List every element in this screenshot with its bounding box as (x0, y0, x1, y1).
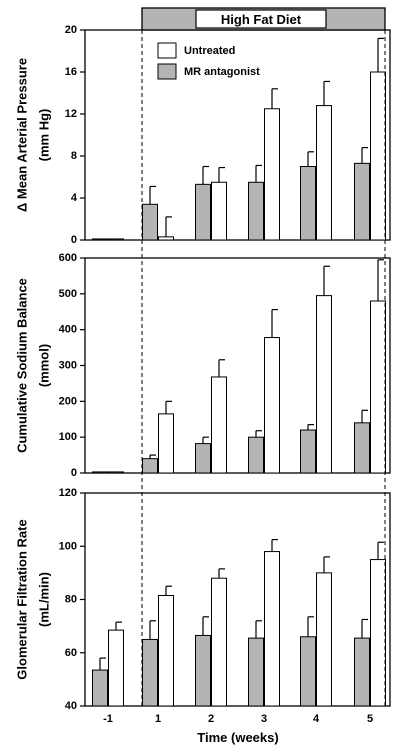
bar-mr-antagonist (248, 181, 264, 241)
y-axis-title: Δ Mean Arterial Pressure (15, 58, 30, 212)
bar-mr-antagonist (195, 183, 211, 241)
x-tick-label: 4 (313, 713, 320, 725)
y-tick-label: 500 (59, 288, 77, 300)
bar-mr-antagonist (195, 634, 211, 707)
x-axis-title: Time (weeks) (197, 730, 278, 745)
chart-panel-3: 40 60 80 100 120 Glomerular Filtration Rate (m… (15, 487, 391, 725)
bar-untreated (370, 71, 386, 241)
bar-mr-antagonist (354, 162, 370, 241)
chart-panel-1: 0 4 8 12 16 20 Δ Mean Arterial Pressure (mm Hg) (15, 24, 391, 246)
bar-untreated (211, 376, 227, 474)
x-tick-label: 3 (261, 713, 267, 725)
y-axis-title: (mmol) (37, 344, 52, 387)
x-tick-label: 1 (155, 713, 161, 725)
bar-mr-antagonist (92, 669, 108, 707)
bar-untreated (211, 577, 227, 707)
banner-label-box (195, 9, 327, 29)
bar-mr-antagonist (92, 471, 108, 474)
diet-period-dashed-lines (141, 30, 386, 706)
bar-untreated (108, 238, 124, 241)
bar-untreated (264, 337, 280, 474)
bar-untreated (158, 413, 174, 474)
y-tick-label: 60 (65, 647, 77, 659)
bar-untreated (316, 105, 332, 241)
x-tick-label: -1 (103, 713, 113, 725)
bar-untreated (316, 295, 332, 474)
y-tick-label: 40 (65, 700, 77, 712)
y-tick-label: 0 (71, 467, 77, 479)
y-tick-label: 300 (59, 360, 77, 372)
y-tick-label: 12 (65, 108, 77, 120)
bar-untreated (108, 629, 124, 707)
bar-untreated (264, 108, 280, 241)
y-tick-label: 120 (59, 487, 77, 499)
plot-frame (84, 492, 391, 707)
bar-mr-antagonist (142, 203, 158, 241)
bar-mr-antagonist (92, 238, 108, 241)
bar-mr-antagonist (300, 429, 316, 474)
legend-label-untreated: Untreated (184, 45, 235, 57)
y-axis-title: (mL/min) (37, 572, 52, 627)
bar-untreated (316, 572, 332, 707)
bar-untreated (211, 181, 227, 241)
bar-mr-antagonist (354, 637, 370, 707)
high-fat-diet-banner: High Fat Diet (141, 7, 386, 31)
y-tick-label: 200 (59, 395, 77, 407)
bar-untreated (108, 471, 124, 474)
y-tick-label: 8 (71, 150, 77, 162)
chart-legend: Untreated MR antagonist (157, 42, 260, 80)
y-tick-label: 4 (71, 192, 78, 204)
y-tick-label: 0 (71, 234, 77, 246)
bar-mr-antagonist (300, 636, 316, 707)
bar-untreated (370, 300, 386, 474)
bar-untreated (370, 559, 386, 707)
y-tick-label: 80 (65, 594, 77, 606)
bar-untreated (158, 595, 174, 707)
bar-mr-antagonist (248, 436, 264, 474)
bar-mr-antagonist (248, 637, 264, 707)
y-axis-title: Cumulative Sodium Balance (15, 278, 30, 453)
y-axis-title: (mm Hg) (37, 109, 52, 162)
banner-label: High Fat Diet (221, 12, 302, 27)
legend-swatch-untreated (157, 42, 177, 59)
legend-swatch-mr-antagonist (157, 63, 177, 80)
bar-mr-antagonist (300, 166, 316, 241)
bar-mr-antagonist (142, 458, 158, 474)
plot-frame (84, 29, 391, 241)
legend-label-mr-antagonist: MR antagonist (184, 66, 260, 78)
bar-mr-antagonist (142, 638, 158, 707)
y-tick-label: 600 (59, 252, 77, 264)
y-tick-label: 20 (65, 24, 77, 36)
bar-untreated (264, 551, 280, 707)
chart-panel-2: 0 100 200 300 400 500 600 Cumulative Sodium Bal… (15, 252, 391, 479)
bar-untreated (158, 236, 174, 241)
bar-mr-antagonist (354, 422, 370, 474)
y-axis-title: Glomerular Filtration Rate (15, 519, 30, 679)
x-tick-label: 2 (208, 713, 214, 725)
plot-frame (84, 257, 391, 474)
y-tick-label: 16 (65, 66, 77, 78)
bar-mr-antagonist (195, 443, 211, 474)
y-tick-label: 400 (59, 324, 77, 336)
y-tick-label: 100 (59, 431, 77, 443)
x-tick-label: 5 (367, 713, 373, 725)
y-tick-label: 100 (59, 540, 77, 552)
